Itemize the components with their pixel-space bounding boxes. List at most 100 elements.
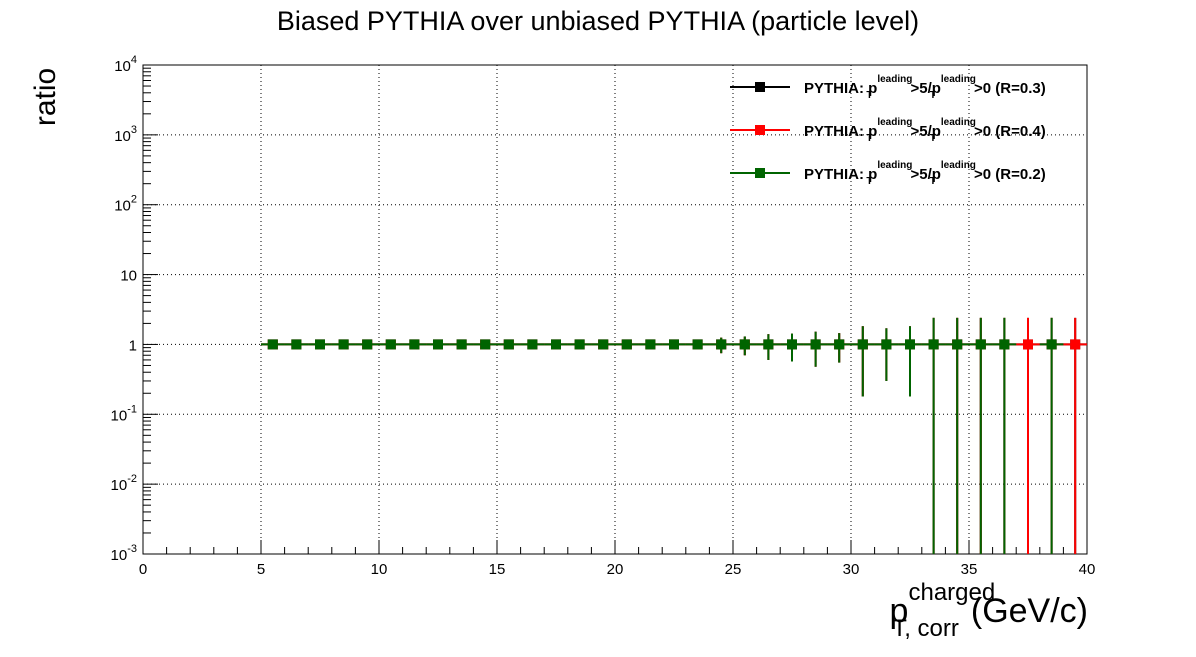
y-tick-label: 102 (114, 194, 137, 215)
y-axis-label: ratio (29, 68, 62, 126)
y-tick-label-base: 10 (111, 477, 128, 494)
legend-label-part: PYTHIA: p (804, 80, 877, 97)
data-point (881, 339, 892, 350)
legend-label-part: T (930, 90, 936, 101)
x-tick-label: 35 (961, 561, 978, 578)
legend-label-part: leading (877, 117, 912, 128)
data-point (810, 339, 821, 350)
y-tick-label: 103 (114, 124, 137, 145)
legend-entry-2: PYTHIA: pleading T >5/pleading T >0 (R=0.4) (730, 117, 1046, 144)
y-tick-label-exponent: -2 (127, 473, 137, 485)
data-point (291, 339, 302, 350)
data-point (362, 339, 373, 350)
y-tick-label-exponent: 2 (131, 194, 137, 206)
data-point (857, 339, 868, 350)
x-tick-label: 0 (139, 561, 147, 578)
y-tick-label-base: 1 (129, 337, 137, 354)
data-point (409, 339, 420, 350)
legend-label-part: PYTHIA: p (804, 123, 877, 140)
data-point (669, 339, 679, 350)
y-tick-label-base: 10 (114, 58, 131, 75)
legend-label-part: >5/p (910, 80, 940, 97)
data-point (928, 339, 939, 350)
legend-label-part: leading (941, 74, 976, 85)
legend-label-part: leading (877, 74, 912, 85)
data-point (267, 339, 278, 350)
data-point (574, 339, 585, 350)
y-tick-label-exponent: -1 (127, 403, 137, 415)
data-point (433, 339, 443, 350)
legend: PYTHIA: pleading T >5/pleading T >0 (R=0.3)P… (730, 74, 1046, 187)
data-point (1046, 339, 1057, 350)
legend-marker (755, 168, 765, 178)
x-tick-label: 10 (371, 561, 388, 578)
data-point (621, 339, 632, 350)
x-axis-label-superscript: charged (908, 579, 995, 606)
legend-label-part: T (930, 133, 936, 144)
legend-label-part: PYTHIA: p (804, 166, 877, 183)
y-tick-label: 10 (120, 268, 137, 285)
legend-label-part: leading (941, 160, 976, 171)
x-axis-label-base: p (890, 592, 909, 630)
legend-label-part: >5/p (910, 166, 940, 183)
data-point (315, 339, 325, 350)
legend-label-part: >5/p (910, 123, 940, 140)
x-axis-label: pcharged T, corr (GeV/c) (890, 579, 1088, 642)
x-tick-label: 25 (725, 561, 742, 578)
legend-label-part: T (866, 90, 872, 101)
y-tick-label-base: 10 (111, 547, 128, 564)
data-point (834, 339, 845, 350)
legend-label-part: >0 (R=0.4) (974, 123, 1046, 140)
y-tick-label-base: 10 (114, 128, 131, 145)
x-tick-label: 30 (843, 561, 860, 578)
data-point (975, 339, 986, 350)
data-point (480, 339, 491, 350)
y-tick-label: 1 (129, 337, 137, 354)
data-point (527, 339, 538, 350)
legend-label-part: T (866, 176, 872, 187)
data-point (999, 339, 1010, 350)
data-point (787, 339, 797, 350)
data-point (952, 339, 963, 350)
series-1 (261, 317, 1087, 554)
data-point (551, 339, 561, 350)
x-axis-label-subscript: T, corr (892, 615, 959, 642)
data-point (692, 339, 703, 350)
legend-label: PYTHIA: pleading T >5/pleading T >0 (R=0.4) (804, 117, 1046, 144)
legend-label: PYTHIA: pleading T >5/pleading T >0 (R=0.3) (804, 74, 1046, 101)
chart-title: Biased PYTHIA over unbiased PYTHIA (part… (277, 6, 919, 36)
y-tick-label: 10-3 (111, 543, 137, 564)
legend-label-part: leading (941, 117, 976, 128)
data-point (739, 339, 750, 350)
legend-label-part: >0 (R=0.3) (974, 80, 1046, 97)
data-point (338, 339, 349, 350)
x-tick-label: 15 (489, 561, 506, 578)
series-3 (261, 317, 1064, 554)
legend-label-part: leading (877, 160, 912, 171)
legend-label-part: >0 (R=0.2) (974, 166, 1046, 183)
y-tick-label-exponent: 4 (131, 54, 137, 66)
legend-label-part: T (930, 176, 936, 187)
y-tick-label-base: 10 (111, 407, 128, 424)
y-tick-label-base: 10 (120, 268, 137, 285)
legend-marker (755, 82, 765, 92)
x-axis-label-unit: (GeV/c) (971, 592, 1088, 630)
y-tick-label: 10-2 (111, 473, 137, 494)
data-layer (261, 317, 1087, 554)
data-point (645, 339, 656, 350)
x-tick-label: 5 (257, 561, 265, 578)
legend-entry-1: PYTHIA: pleading T >5/pleading T >0 (R=0.3) (730, 74, 1046, 101)
y-tick-label-exponent: 3 (131, 124, 137, 136)
legend-entry-3: PYTHIA: pleading T >5/pleading T >0 (R=0.2) (730, 160, 1046, 187)
x-tick-label: 20 (607, 561, 624, 578)
legend-label-part: T (866, 133, 872, 144)
data-point (503, 339, 514, 350)
y-tick-label-exponent: -3 (127, 543, 137, 555)
data-point (763, 339, 774, 350)
data-point (598, 339, 609, 350)
data-point (1070, 339, 1081, 350)
legend-marker (755, 125, 765, 135)
x-tick-label: 40 (1079, 561, 1096, 578)
